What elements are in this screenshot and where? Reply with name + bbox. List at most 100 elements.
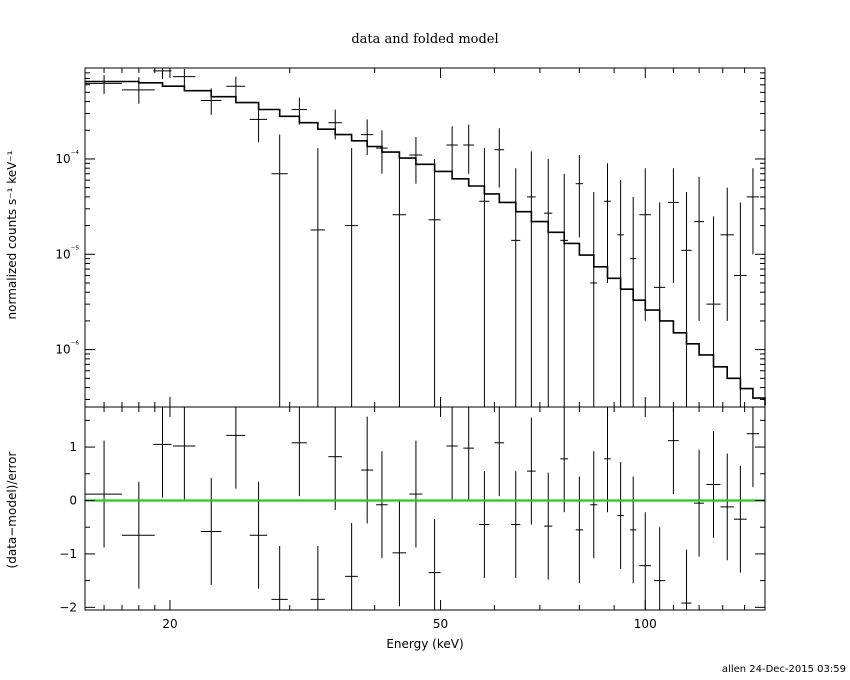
residual-frame xyxy=(84,406,766,611)
data-point xyxy=(479,148,490,407)
data-point xyxy=(328,109,342,140)
data-point xyxy=(706,216,721,407)
data-point xyxy=(85,74,122,95)
residual-point xyxy=(746,407,760,488)
data-point xyxy=(526,151,536,407)
data-point xyxy=(200,88,222,115)
residual-point xyxy=(361,416,374,524)
residual-point xyxy=(667,407,679,495)
data-point xyxy=(733,202,747,407)
residual-points xyxy=(85,407,760,610)
residual-axes: 1 0 −1 −2 20 50 100 xyxy=(59,406,766,631)
residual-point xyxy=(200,478,222,585)
data-point xyxy=(604,163,611,283)
residual-point xyxy=(653,527,666,610)
data-point xyxy=(511,168,521,407)
y-tick-label: 10⁻⁵ xyxy=(55,245,79,261)
residual-point xyxy=(575,476,584,584)
residual-y-axis-label: (data−model)/error xyxy=(5,451,19,568)
residual-point xyxy=(446,407,458,500)
data-point xyxy=(681,192,692,407)
data-point xyxy=(428,158,441,407)
residual-point xyxy=(544,472,553,580)
residual-point xyxy=(226,407,246,489)
data-point xyxy=(494,128,505,188)
residual-point xyxy=(617,462,624,569)
residual-point xyxy=(249,481,268,589)
x-tick-label: 100 xyxy=(634,617,657,631)
residual-point xyxy=(121,481,155,589)
data-point xyxy=(409,136,423,184)
data-point xyxy=(653,202,666,407)
residual-point xyxy=(271,545,288,610)
y-tick-label: 0 xyxy=(69,493,77,507)
residual-point xyxy=(494,407,505,497)
residual-point xyxy=(720,453,734,561)
residual-point xyxy=(511,471,521,578)
residual-point xyxy=(172,407,196,500)
residual-point xyxy=(630,476,637,584)
data-point xyxy=(153,68,172,79)
model-curve xyxy=(85,80,766,406)
spectrum-axes: 10⁻⁴ 10⁻⁵ 10⁻⁶ xyxy=(55,67,766,408)
residual-point xyxy=(590,451,598,559)
data-point xyxy=(544,158,553,407)
data-point xyxy=(172,68,196,87)
residual-point xyxy=(479,471,490,578)
data-point xyxy=(617,180,624,407)
data-point xyxy=(639,168,652,321)
residual-point xyxy=(639,512,652,610)
residual-point xyxy=(328,407,342,511)
data-point xyxy=(121,77,155,104)
data-point xyxy=(575,155,584,238)
residual-point xyxy=(463,407,475,502)
data-point xyxy=(630,196,637,407)
residual-point xyxy=(526,417,536,525)
model-step-line xyxy=(85,80,766,406)
data-point xyxy=(345,148,358,407)
residual-point xyxy=(392,499,407,607)
residual-point xyxy=(706,431,721,538)
data-point xyxy=(249,104,268,143)
spectrum-panel: 10⁻⁴ 10⁻⁵ 10⁻⁶ xyxy=(55,67,766,408)
data-point xyxy=(376,130,388,174)
residual-point xyxy=(291,407,307,497)
data-point xyxy=(560,173,569,407)
residual-point xyxy=(681,549,692,610)
data-point xyxy=(392,151,407,407)
data-point xyxy=(746,168,760,255)
x-axis-label: Energy (keV) xyxy=(386,637,463,651)
y-tick-label: 10⁻⁶ xyxy=(55,341,79,357)
residual-point xyxy=(345,522,358,610)
data-point xyxy=(446,126,458,174)
residual-point xyxy=(310,545,325,610)
residual-point xyxy=(85,440,122,548)
residual-point xyxy=(409,440,423,548)
residual-point xyxy=(560,407,569,513)
spectrum-y-axis-label: normalized counts s⁻¹ keV⁻¹ xyxy=(5,150,19,319)
x-tick-label: 20 xyxy=(162,617,177,631)
spectrum-frame xyxy=(84,67,766,408)
data-point xyxy=(361,119,374,156)
data-point xyxy=(667,168,679,283)
residual-point xyxy=(428,519,441,610)
footer-timestamp: allen 24-Dec-2015 03:59 xyxy=(722,664,846,675)
data-point xyxy=(720,187,734,321)
y-tick-label: −2 xyxy=(59,600,77,614)
residual-point xyxy=(604,407,611,513)
y-tick-label: 1 xyxy=(69,440,77,454)
residual-point xyxy=(153,407,172,498)
residual-point xyxy=(376,451,388,559)
residual-point xyxy=(733,465,747,573)
data-point xyxy=(694,176,704,321)
data-point xyxy=(310,148,325,407)
residual-point xyxy=(694,449,704,557)
data-point xyxy=(590,192,598,407)
chart-title: data and folded model xyxy=(351,32,498,47)
data-points xyxy=(85,68,760,407)
data-point xyxy=(463,124,475,174)
y-tick-label: 10⁻⁴ xyxy=(55,150,79,166)
x-tick-label: 50 xyxy=(433,617,448,631)
residual-panel: 1 0 −1 −2 20 50 100 xyxy=(59,406,766,631)
